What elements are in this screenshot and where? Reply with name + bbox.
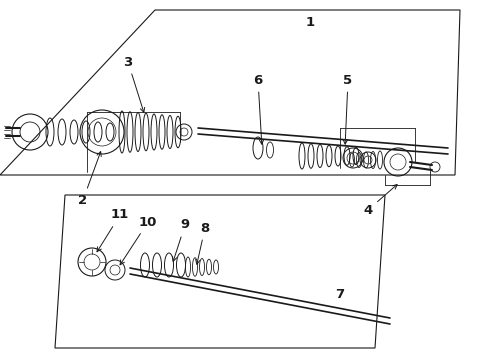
Text: 4: 4 [364, 185, 397, 216]
Text: 11: 11 [97, 208, 129, 252]
Text: 10: 10 [120, 216, 157, 265]
Text: 2: 2 [78, 152, 101, 207]
Text: 6: 6 [253, 73, 264, 144]
Text: 5: 5 [343, 73, 353, 144]
Text: 3: 3 [123, 55, 145, 112]
Text: 7: 7 [336, 288, 344, 302]
Text: 1: 1 [305, 15, 315, 28]
Text: 8: 8 [196, 221, 210, 264]
Text: 9: 9 [172, 219, 190, 261]
